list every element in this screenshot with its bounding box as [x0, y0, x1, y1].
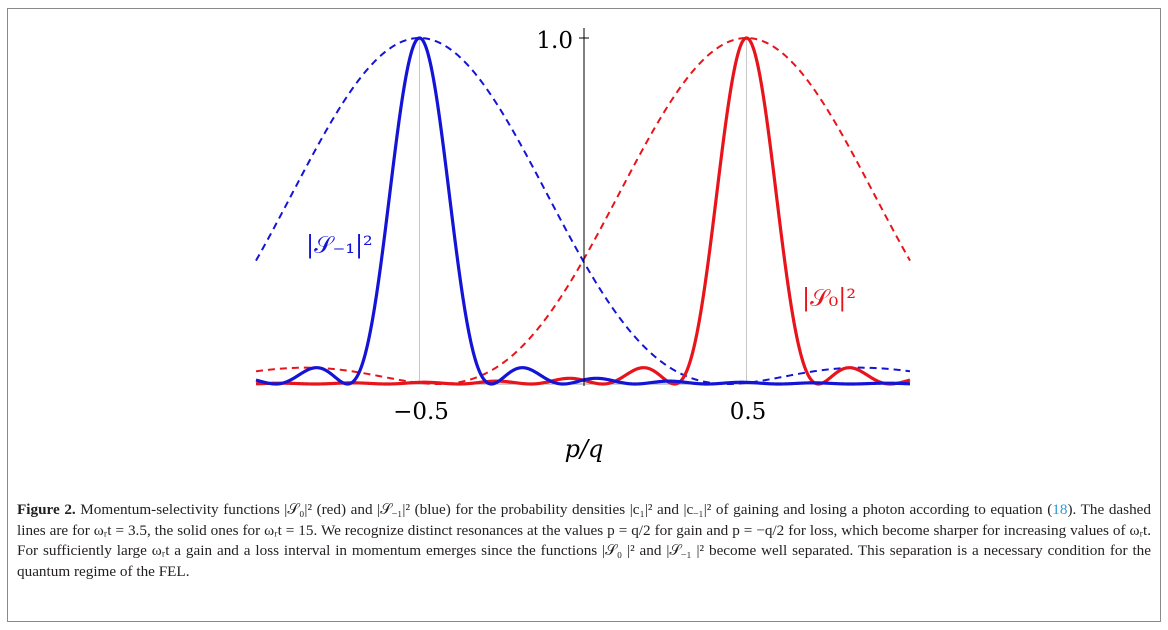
y-tick-label: 1.0: [536, 28, 573, 54]
curve-s-1-dashed: [255, 37, 911, 385]
figure-label: Figure 2.: [17, 501, 76, 518]
caption-part-2: ). The dashed lines are for ωᵣt = 3.5, t…: [17, 501, 1151, 580]
figure-frame: [7, 8, 1161, 622]
curve-label-red: |𝒮₀|²: [802, 284, 856, 313]
x-axis-label: p/q: [565, 435, 604, 463]
x-tick-label-pos: 0.5: [730, 399, 767, 425]
grid-lines: [256, 38, 910, 385]
figure-caption: Figure 2. Momentum-selectivity functions…: [17, 500, 1151, 582]
curve-s0-solid: [255, 36, 911, 386]
equation-ref-link[interactable]: 18: [1052, 501, 1068, 518]
momentum-selectivity-plot: 1.0 −0.5 0.5 p/q |𝒮₋₁|² |𝒮₀|²: [255, 28, 911, 463]
x-tick-label-neg: −0.5: [393, 399, 449, 425]
curves: [255, 36, 911, 386]
curve-s-1-solid: [255, 36, 911, 386]
curve-s0-dashed: [255, 37, 911, 385]
caption-part-1: Momentum-selectivity functions |𝒮₀|² (re…: [75, 501, 1053, 518]
curve-label-blue: |𝒮₋₁|²: [306, 231, 373, 260]
